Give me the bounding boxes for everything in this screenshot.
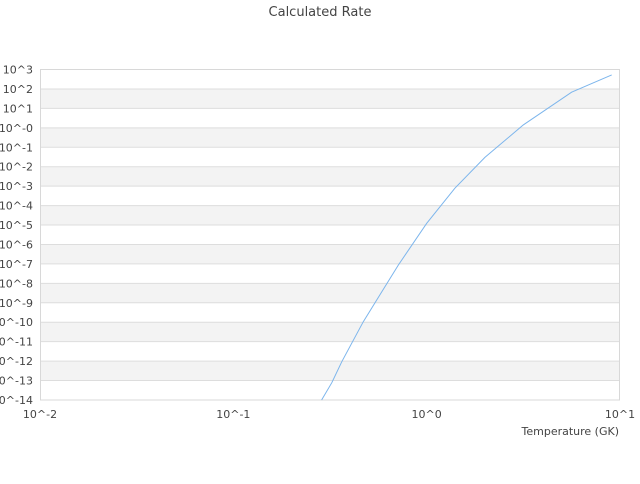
grid-band — [40, 380, 620, 400]
series-group — [321, 74, 612, 401]
x-tick-label: 10^1 — [605, 408, 635, 421]
x-tick-label: 10^-1 — [216, 408, 250, 421]
y-tick-label: 10^-4 — [0, 200, 33, 213]
y-tick-label: 10^-10 — [0, 316, 33, 329]
y-tick-label: 10^-9 — [0, 297, 33, 310]
grid-band — [40, 69, 620, 89]
y-tick-label: 10^-13 — [0, 375, 33, 388]
y-tick-label: 10^-5 — [0, 219, 33, 232]
chart-title: Calculated Rate — [269, 5, 372, 20]
x-tick-label: 10^-2 — [23, 408, 57, 421]
grid-band — [40, 127, 620, 148]
grid-band — [40, 205, 620, 226]
y-tick-label: 10^-3 — [0, 180, 33, 193]
x-tick-label: 10^0 — [412, 408, 442, 421]
y-tick-label: 10^-11 — [0, 336, 33, 349]
grid-band — [40, 166, 620, 187]
grid-band — [40, 283, 620, 303]
grid-bands — [40, 69, 620, 401]
grid-band — [40, 108, 620, 128]
y-tick-label: 10^2 — [3, 83, 33, 96]
x-axis-labels: 10^-2 10^-1 10^0 10^1 — [23, 408, 635, 421]
grid-band — [40, 263, 620, 284]
series-line — [321, 74, 612, 401]
y-tick-label: 10^-12 — [0, 355, 33, 368]
y-tick-label: 10^-14 — [0, 394, 33, 407]
x-axis-title: Temperature (GK) — [521, 425, 620, 438]
plot-border — [40, 69, 620, 401]
grid-band — [40, 186, 620, 206]
grid-band — [40, 225, 620, 245]
grid-band — [40, 244, 620, 264]
y-tick-label: 10^-7 — [0, 258, 33, 271]
grid-band — [40, 341, 620, 362]
y-tick-label: 10^-0 — [0, 122, 33, 135]
grid-band — [40, 361, 620, 381]
grid-band — [40, 322, 620, 342]
y-tick-label: 10^-6 — [0, 238, 33, 251]
y-tick-label: 10^-2 — [0, 161, 33, 174]
y-axis-labels: 10^3 10^2 10^1 10^-0 10^-1 10^-2 10^-3 10^-4 10^… — [0, 64, 33, 408]
y-tick-label: 10^-8 — [0, 277, 33, 290]
y-tick-label: 10^3 — [3, 64, 33, 77]
y-tick-label: 10^1 — [3, 102, 33, 115]
grid-band — [40, 147, 620, 167]
grid-band — [40, 302, 620, 323]
y-tick-label: 10^-1 — [0, 141, 33, 154]
grid-band — [40, 88, 620, 109]
